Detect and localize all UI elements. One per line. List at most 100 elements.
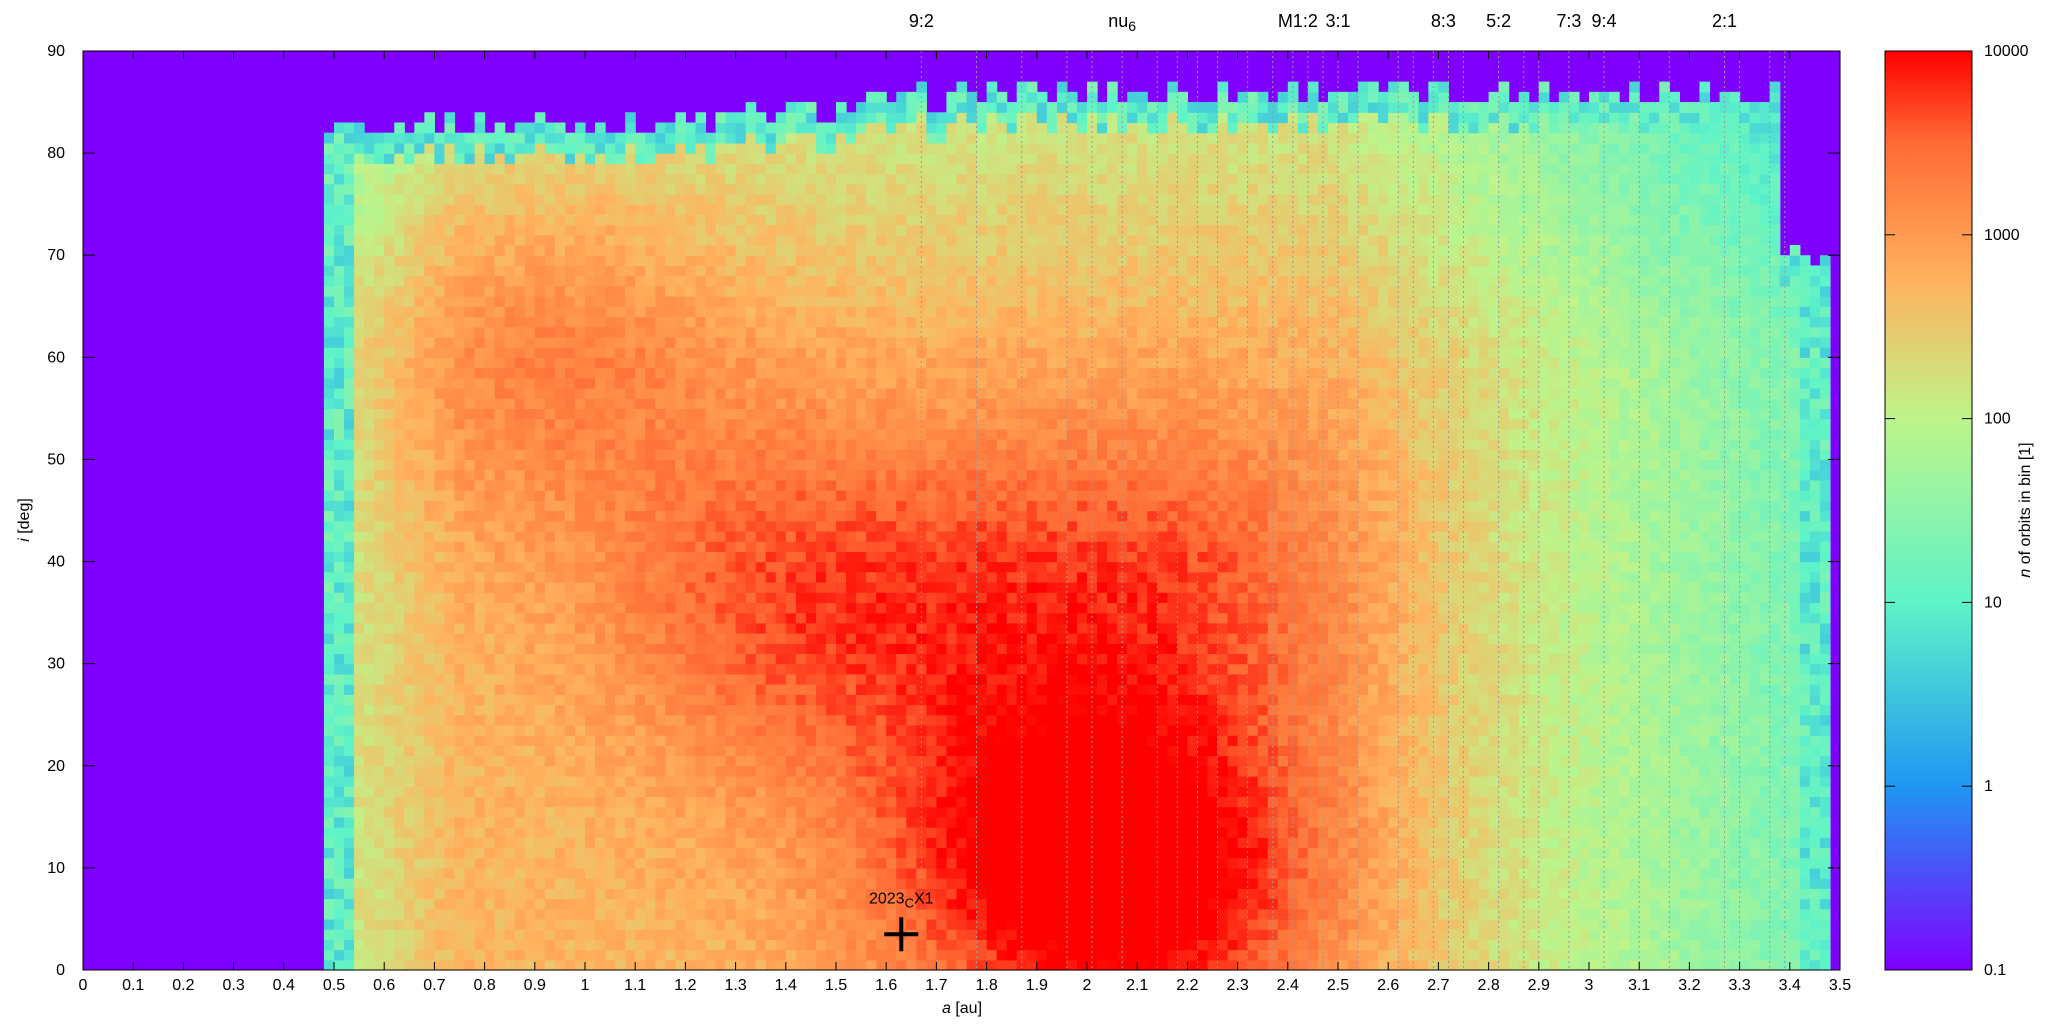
heatmap-cell: [775, 806, 787, 818]
heatmap-cell: [785, 459, 797, 471]
heatmap-cell: [836, 204, 847, 215]
heatmap-cell: [725, 765, 737, 777]
heatmap-cell: [896, 673, 907, 685]
heatmap-cell: [765, 847, 777, 859]
heatmap-cell: [866, 878, 877, 889]
heatmap-cell: [765, 173, 777, 185]
heatmap-cell: [404, 786, 415, 798]
heatmap-cell: [755, 663, 767, 675]
heatmap-cell: [856, 745, 867, 757]
heatmap-cell: [434, 500, 446, 512]
heatmap-cell: [805, 296, 817, 307]
heatmap-cell: [815, 408, 827, 420]
heatmap-cell: [675, 551, 686, 563]
heatmap-cell: [444, 306, 456, 318]
heatmap-cell: [625, 418, 636, 430]
heatmap-cell: [454, 183, 466, 195]
heatmap-cell: [685, 622, 697, 634]
heatmap-cell: [805, 520, 817, 532]
heatmap-cell: [635, 908, 646, 920]
heatmap-cell: [745, 347, 757, 358]
heatmap-cell: [685, 878, 697, 889]
heatmap-cell: [715, 704, 727, 716]
heatmap-cell: [815, 796, 827, 808]
heatmap-cell: [534, 694, 546, 706]
heatmap-cell: [504, 612, 516, 624]
heatmap-cell: [635, 428, 646, 440]
heatmap-cell: [655, 367, 666, 379]
heatmap-cell: [595, 592, 606, 603]
heatmap-cell: [735, 755, 747, 767]
heatmap-cell: [424, 898, 435, 910]
heatmap-cell: [825, 755, 837, 767]
heatmap-cell: [896, 122, 907, 134]
heatmap-cell: [635, 684, 646, 695]
heatmap-cell: [585, 275, 596, 287]
heatmap-cell: [595, 949, 606, 961]
heatmap-cell: [484, 786, 496, 798]
heatmap-cell: [384, 878, 395, 889]
heatmap-cell: [695, 173, 707, 185]
heatmap-cell: [464, 918, 476, 930]
heatmap-cell: [856, 275, 867, 287]
heatmap-cell: [394, 959, 405, 971]
heatmap-cell: [524, 561, 536, 573]
heatmap-cell: [866, 398, 877, 409]
heatmap-cell: [484, 459, 496, 471]
heatmap-cell: [544, 183, 556, 195]
heatmap-cell: [484, 694, 496, 706]
heatmap-cell: [815, 684, 827, 695]
heatmap-cell: [765, 459, 777, 471]
heatmap-cell: [765, 653, 777, 665]
heatmap-cell: [715, 561, 727, 573]
heatmap-cell: [424, 714, 435, 726]
heatmap-cell: [815, 898, 827, 910]
heatmap-cell: [615, 520, 626, 532]
heatmap-cell: [464, 357, 476, 369]
heatmap-cell: [484, 653, 496, 665]
heatmap-cell: [665, 653, 676, 665]
heatmap-cell: [795, 377, 807, 389]
heatmap-cell: [434, 633, 446, 644]
heatmap-cell: [394, 775, 405, 787]
heatmap-cell: [675, 745, 686, 757]
heatmap-cell: [605, 520, 616, 532]
heatmap-cell: [384, 510, 395, 522]
heatmap-cell: [364, 847, 375, 859]
heatmap-cell: [906, 275, 917, 287]
heatmap-cell: [775, 673, 787, 685]
heatmap-cell: [414, 265, 425, 277]
heatmap-cell: [785, 918, 797, 930]
heatmap-cell: [394, 449, 405, 461]
heatmap-cell: [635, 673, 646, 685]
heatmap-cell: [735, 694, 747, 706]
heatmap-cell: [876, 857, 887, 869]
heatmap-cell: [625, 163, 636, 175]
heatmap-cell: [805, 806, 817, 818]
heatmap-cell: [886, 132, 897, 144]
heatmap-cell: [795, 653, 807, 665]
heatmap-cell: [574, 183, 586, 195]
heatmap-cell: [695, 142, 707, 154]
heatmap-cell: [665, 377, 676, 389]
heatmap-cell: [334, 255, 345, 267]
heatmap-cell: [544, 398, 556, 409]
heatmap-cell: [775, 234, 787, 246]
heatmap-cell: [836, 929, 847, 940]
heatmap-cell: [916, 673, 927, 685]
heatmap-cell: [695, 908, 707, 920]
heatmap-cell: [795, 918, 807, 930]
heatmap-cell: [574, 827, 586, 838]
heatmap-cell: [705, 755, 717, 767]
heatmap-cell: [454, 959, 466, 971]
heatmap-cell: [454, 132, 466, 144]
heatmap-cell: [625, 336, 636, 348]
heatmap-cell: [755, 163, 767, 175]
heatmap-cell: [524, 193, 536, 205]
heatmap-cell: [454, 306, 466, 318]
heatmap-cell: [504, 296, 516, 307]
heatmap-cell: [775, 255, 787, 267]
heatmap-cell: [906, 694, 917, 706]
heatmap-cell: [745, 306, 757, 318]
heatmap-cell: [454, 827, 466, 838]
